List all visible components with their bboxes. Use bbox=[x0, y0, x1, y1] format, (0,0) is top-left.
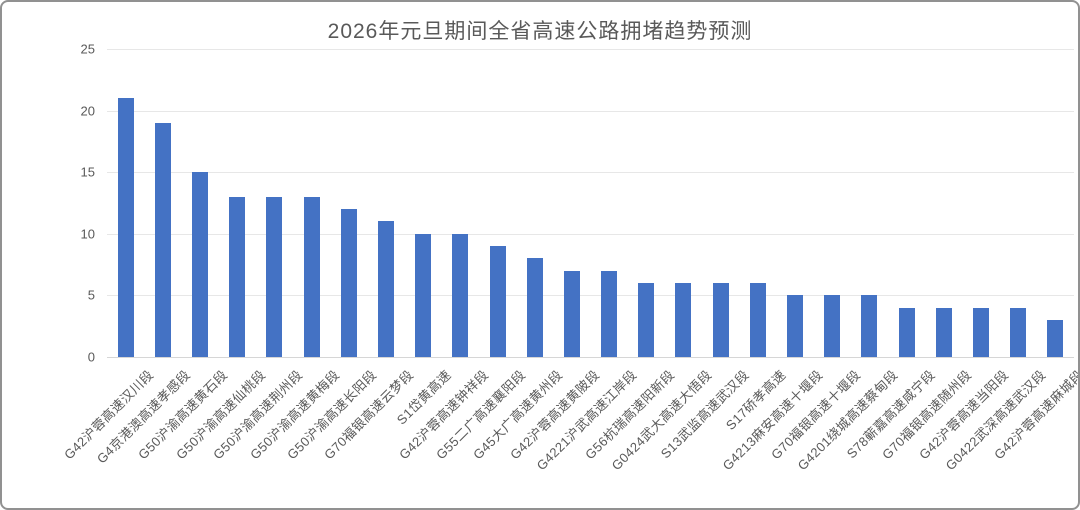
bar bbox=[340, 209, 357, 357]
x-axis-line bbox=[107, 357, 1074, 358]
bar bbox=[191, 172, 208, 357]
bar bbox=[638, 283, 655, 357]
bar bbox=[824, 295, 841, 357]
bar bbox=[377, 221, 394, 357]
bar bbox=[787, 295, 804, 357]
gridline bbox=[107, 110, 1074, 112]
y-axis-tick-label: 15 bbox=[80, 164, 95, 180]
bar bbox=[861, 295, 878, 357]
bar bbox=[675, 283, 692, 357]
gridline bbox=[107, 295, 1074, 297]
bar bbox=[415, 233, 432, 357]
bar bbox=[303, 196, 320, 357]
y-axis-tick-label: 5 bbox=[87, 287, 95, 303]
y-axis-tick-label: 20 bbox=[80, 103, 95, 119]
plot-area: 0 5 10 15 20 25 G42沪蓉高速汉川段 G4京港澳高速孝感段 G50沪渝高速黄石段… bbox=[61, 42, 1078, 474]
gridline bbox=[107, 49, 1074, 50]
bar bbox=[749, 283, 766, 357]
bar bbox=[526, 258, 543, 357]
bar bbox=[229, 196, 246, 357]
gridline bbox=[107, 172, 1074, 174]
y-axis-tick-label: 0 bbox=[87, 349, 95, 365]
bar bbox=[935, 307, 952, 357]
gridline bbox=[107, 233, 1074, 235]
bar bbox=[898, 307, 915, 357]
bar bbox=[154, 122, 171, 357]
bar bbox=[973, 307, 990, 357]
bar bbox=[563, 270, 580, 357]
bar bbox=[489, 246, 506, 357]
y-axis-tick-label: 10 bbox=[80, 226, 95, 242]
bar bbox=[117, 98, 134, 357]
bar bbox=[452, 233, 469, 357]
y-axis-tick-label: 25 bbox=[80, 41, 95, 57]
bar bbox=[601, 270, 618, 357]
chart-title: 2026年元旦期间全省高速公路拥堵趋势预测 bbox=[327, 20, 753, 43]
bar bbox=[1047, 320, 1064, 357]
bar bbox=[266, 196, 283, 357]
bar bbox=[1010, 307, 1027, 357]
bar bbox=[712, 283, 729, 357]
